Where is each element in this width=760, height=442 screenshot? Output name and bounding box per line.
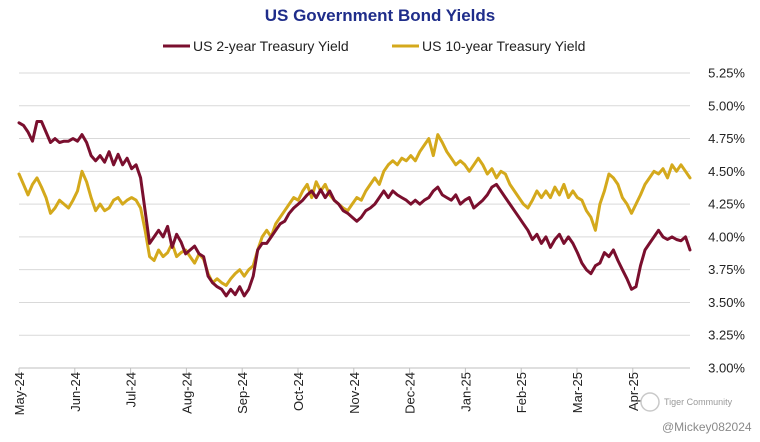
x-tick-label: Aug-24 (179, 372, 194, 414)
x-tick-label: Dec-24 (403, 372, 418, 414)
watermark-brand: Tiger Community (664, 397, 733, 407)
x-tick-label: May-24 (12, 372, 27, 415)
legend: US 2-year Treasury Yield US 10-year Treas… (163, 38, 585, 54)
watermark-handle: @Mickey082024 (662, 420, 752, 434)
y-axis: 5.25% 5.00% 4.75% 4.50% 4.25% 4.00% 3.75% 3.50%… (708, 66, 745, 376)
y-tick-label: 3.00% (708, 361, 745, 376)
y-tick-label: 3.25% (708, 328, 745, 343)
y-tick-label: 5.00% (708, 98, 745, 113)
y-tick-label: 4.75% (708, 131, 745, 146)
x-tick-label: Oct-24 (291, 372, 306, 411)
x-tick-label: Sep-24 (235, 372, 250, 414)
series-line-2y (17, 120, 692, 298)
legend-label: US 10-year Treasury Yield (422, 38, 585, 54)
y-tick-label: 5.25% (708, 66, 745, 81)
y-tick-label: 3.75% (708, 262, 745, 277)
y-tick-label: 4.00% (708, 229, 745, 244)
x-tick-label: Jun-24 (68, 372, 83, 412)
chart-title: US Government Bond Yields (265, 6, 496, 25)
x-tick-label: Jan-25 (458, 372, 473, 412)
legend-label: US 2-year Treasury Yield (193, 38, 349, 54)
x-tick-label: Apr-25 (626, 372, 641, 411)
watermark: Tiger Community @Mickey082024 (640, 392, 752, 434)
x-tick-label: Feb-25 (514, 372, 529, 413)
x-tick-label: Jul-24 (124, 372, 139, 407)
y-tick-label: 4.50% (708, 164, 745, 179)
x-tick-label: Mar-25 (570, 372, 585, 413)
series-lines (17, 120, 692, 298)
series-line-10y (17, 133, 692, 287)
x-tick-label: Nov-24 (347, 372, 362, 414)
y-tick-label: 4.25% (708, 197, 745, 212)
y-tick-label: 3.50% (708, 295, 745, 310)
x-axis: May-24 Jun-24 Jul-24 Aug-24 Sep-24 Oct-24 Nov-… (12, 367, 690, 415)
tiger-logo-icon (640, 392, 660, 412)
